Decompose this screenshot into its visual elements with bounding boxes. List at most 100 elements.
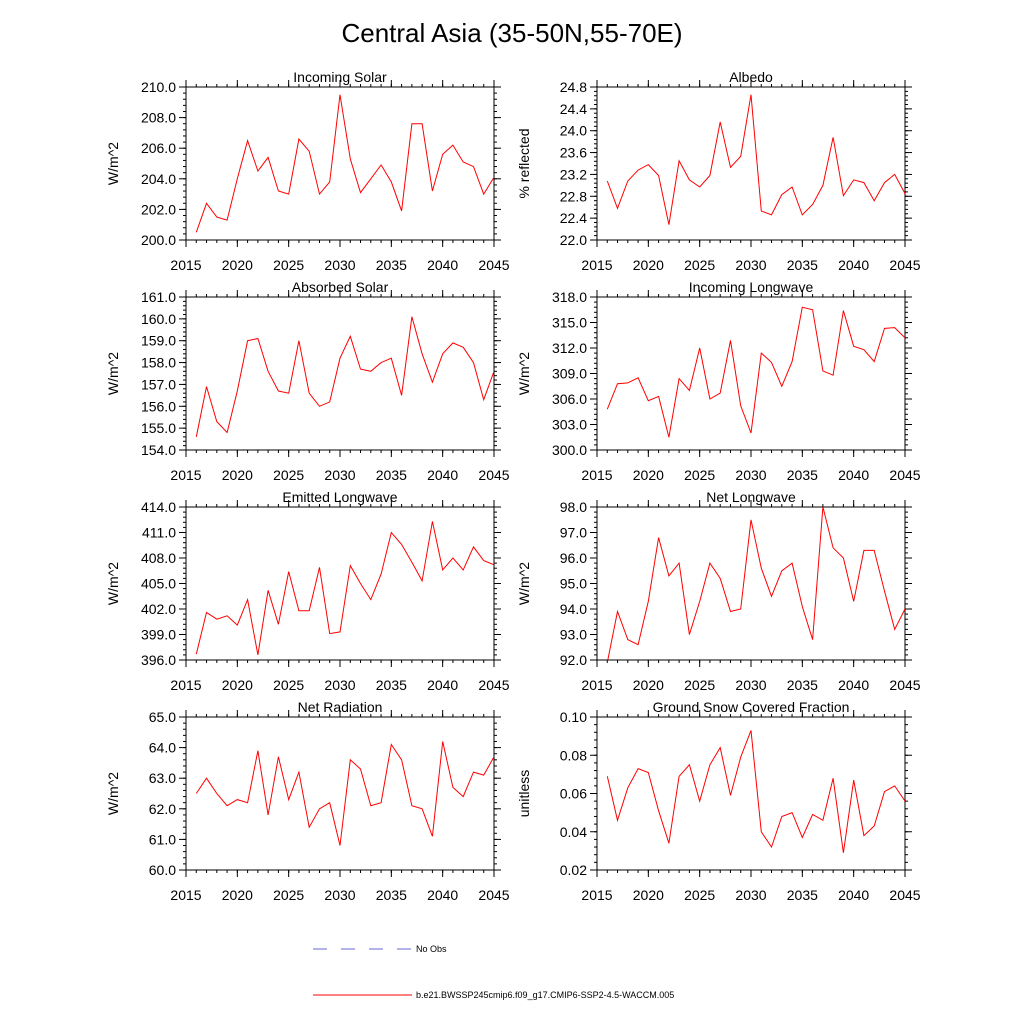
y-tick-label: 0.02	[560, 862, 587, 878]
y-tick-label: 92.0	[560, 652, 587, 668]
x-tick-label: 2030	[735, 677, 766, 693]
y-tick-label: 155.0	[141, 420, 176, 436]
y-tick-label: 64.0	[149, 740, 176, 756]
x-tick-label: 2035	[376, 677, 407, 693]
x-tick-label: 2040	[838, 467, 869, 483]
y-tick-label: 0.06	[560, 786, 587, 802]
y-tick-label: 63.0	[149, 770, 176, 786]
y-tick-label: 23.2	[560, 166, 587, 182]
plot-frame	[185, 506, 495, 661]
x-tick-label: 2040	[838, 677, 869, 693]
y-tick-label: 62.0	[149, 801, 176, 817]
x-tick-label: 2030	[324, 257, 355, 273]
y-tick-label: 309.0	[552, 366, 587, 382]
x-tick-label: 2040	[838, 887, 869, 903]
x-tick-label: 2045	[478, 887, 509, 903]
x-tick-label: 2025	[273, 467, 304, 483]
series-line	[195, 521, 494, 655]
y-tick-label: 206.0	[141, 140, 176, 156]
y-tick-label: 210.0	[141, 79, 176, 95]
y-tick-label: 154.0	[141, 442, 176, 458]
x-tick-label: 2045	[889, 467, 920, 483]
y-tick-label: 160.0	[141, 311, 176, 327]
x-tick-label: 2040	[838, 257, 869, 273]
y-tick-label: 312.0	[552, 340, 587, 356]
x-tick-label: 2045	[478, 467, 509, 483]
x-tick-label: 2045	[478, 257, 509, 273]
x-tick-label: 2030	[324, 677, 355, 693]
y-tick-label: 65.0	[149, 709, 176, 725]
y-tick-label: 156.0	[141, 398, 176, 414]
panel-title: Ground Snow Covered Fraction	[653, 699, 850, 715]
y-tick-label: 22.0	[560, 232, 587, 248]
y-tick-label: 402.0	[141, 601, 176, 617]
x-tick-label: 2040	[427, 887, 458, 903]
x-tick-label: 2020	[633, 887, 664, 903]
panels: Incoming Solar W/m^2 200.0 202.0 204.0 206.0 2…	[105, 69, 921, 903]
x-tick-label: 2020	[633, 257, 664, 273]
y-tick-label: 315.0	[552, 315, 587, 331]
x-tick-label: 2025	[273, 257, 304, 273]
y-tick-label: 204.0	[141, 171, 176, 187]
panel-title: Net Longwave	[706, 489, 796, 505]
y-tick-label: 23.6	[560, 145, 587, 161]
x-tick-label: 2030	[735, 467, 766, 483]
x-tick-label: 2020	[222, 467, 253, 483]
x-tick-label: 2045	[889, 887, 920, 903]
series-line	[606, 730, 905, 853]
y-tick-label: 97.0	[560, 525, 587, 541]
y-tick-label: 94.0	[560, 601, 587, 617]
y-axis-label: W/m^2	[516, 352, 532, 395]
panel-title: Incoming Longwave	[689, 279, 814, 295]
y-tick-label: 24.0	[560, 123, 587, 139]
x-tick-label: 2015	[170, 257, 201, 273]
panel-7: Net Radiation W/m^2 60.0 61.0 62.0 63.0 64.0 65…	[105, 699, 510, 903]
y-axis-label: unitless	[516, 770, 532, 817]
figure-title: Central Asia (35-50N,55-70E)	[341, 18, 682, 48]
x-tick-label: 2020	[633, 677, 664, 693]
x-tick-label: 2045	[889, 677, 920, 693]
x-tick-label: 2040	[427, 467, 458, 483]
x-tick-label: 2020	[633, 467, 664, 483]
x-tick-label: 2030	[735, 257, 766, 273]
y-axis-label: W/m^2	[105, 772, 121, 815]
y-tick-label: 0.10	[560, 709, 587, 725]
plot-frame	[185, 716, 495, 871]
y-axis-label: W/m^2	[516, 562, 532, 605]
x-tick-label: 2020	[222, 887, 253, 903]
series-line	[606, 94, 905, 225]
y-tick-label: 61.0	[149, 831, 176, 847]
x-tick-label: 2025	[684, 467, 715, 483]
y-tick-label: 303.0	[552, 417, 587, 433]
panel-1: Incoming Solar W/m^2 200.0 202.0 204.0 206.0 2…	[105, 69, 510, 273]
x-tick-label: 2035	[376, 887, 407, 903]
legend: No Obs b.e21.BWSSP245cmip6.f09_g17.CMIP6…	[313, 944, 674, 1000]
y-tick-label: 408.0	[141, 550, 176, 566]
x-tick-label: 2045	[478, 677, 509, 693]
x-tick-label: 2020	[222, 677, 253, 693]
panel-title: Incoming Solar	[293, 69, 387, 85]
x-tick-label: 2035	[376, 257, 407, 273]
y-tick-label: 24.8	[560, 79, 587, 95]
panel-8: Ground Snow Covered Fraction unitless 0.02…	[516, 699, 921, 903]
y-tick-label: 399.0	[141, 627, 176, 643]
x-tick-label: 2040	[427, 677, 458, 693]
y-tick-label: 60.0	[149, 862, 176, 878]
plot-frame	[596, 296, 906, 451]
legend-model-label: b.e21.BWSSP245cmip6.f09_g17.CMIP6-SSP2-4…	[416, 990, 674, 1000]
panel-5: Emitted Longwave W/m^2 396.0 399.0 402.0 405.…	[105, 489, 510, 693]
x-tick-label: 2035	[787, 467, 818, 483]
y-tick-label: 405.0	[141, 576, 176, 592]
y-axis-label: W/m^2	[105, 562, 121, 605]
y-tick-label: 22.8	[560, 188, 587, 204]
x-tick-label: 2025	[684, 887, 715, 903]
y-tick-label: 202.0	[141, 201, 176, 217]
x-tick-label: 2030	[735, 887, 766, 903]
x-tick-label: 2020	[222, 257, 253, 273]
y-tick-label: 200.0	[141, 232, 176, 248]
panel-2: Albedo % reflected 22.0 22.4 22.8 23.2 23.6 24.…	[516, 69, 921, 273]
y-tick-label: 98.0	[560, 499, 587, 515]
y-tick-label: 95.0	[560, 576, 587, 592]
series-line	[195, 316, 494, 437]
